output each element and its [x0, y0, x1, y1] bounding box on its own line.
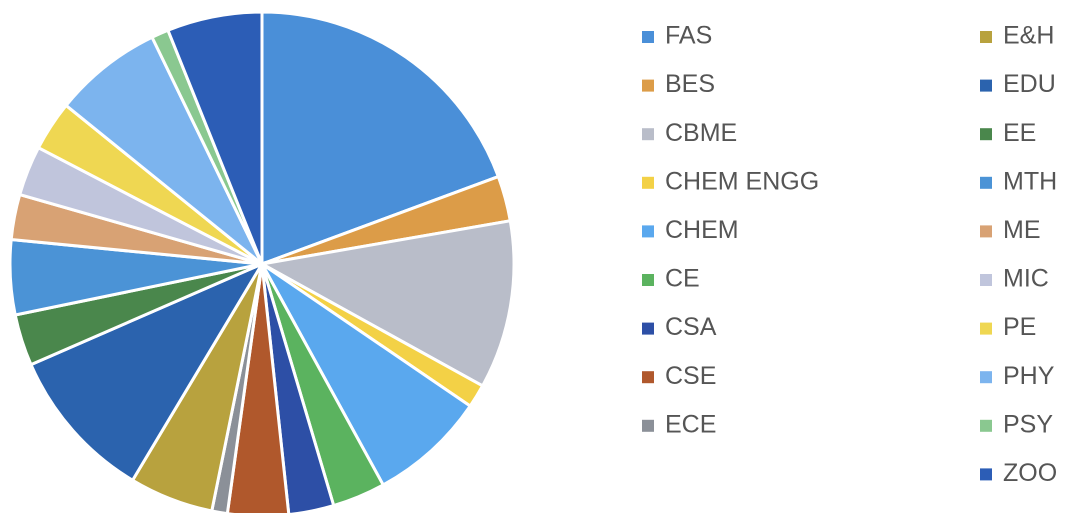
legend-label: PHY	[1003, 362, 1055, 390]
legend-swatch	[642, 31, 654, 43]
legend-swatch	[980, 79, 992, 92]
legend-swatch	[980, 176, 992, 189]
pie-slice	[260, 262, 473, 487]
legend-swatch	[642, 225, 654, 238]
legend-label: PE	[1003, 313, 1036, 341]
legend-label: CE	[665, 265, 700, 293]
legend-swatch	[980, 128, 992, 141]
legend-label: PSY	[1003, 410, 1053, 438]
legend-swatch	[642, 419, 654, 432]
legend-label: FAS	[665, 22, 712, 50]
legend-label: E&H	[1003, 22, 1054, 50]
legend-swatch	[642, 128, 654, 141]
legend-label: CSA	[665, 313, 717, 341]
legend-swatch	[642, 79, 654, 92]
legend-swatch	[980, 371, 992, 384]
legend-label: CBME	[665, 119, 737, 147]
pie-slice	[260, 10, 501, 267]
legend-label: CHEM ENGG	[665, 167, 819, 195]
legend-swatch	[980, 31, 992, 43]
legend-label: ME	[1003, 216, 1041, 244]
pie-slice	[63, 35, 264, 266]
pie-slice	[257, 219, 516, 388]
legend-swatch	[980, 322, 992, 335]
legend-swatch	[642, 371, 654, 384]
pie-slice	[260, 263, 336, 513]
legend-swatch	[980, 225, 992, 238]
legend-swatch	[642, 322, 654, 335]
pie-slice	[225, 263, 291, 513]
legend-swatch	[980, 419, 992, 432]
legend-label: BES	[665, 70, 715, 98]
pie-slice	[28, 260, 266, 483]
legend-label: ECE	[665, 410, 716, 438]
legend-label: EDU	[1003, 70, 1056, 98]
legend-swatch	[980, 274, 992, 286]
pie-slice	[165, 10, 264, 265]
legend-label: MTH	[1003, 167, 1057, 195]
legend-label: MIC	[1003, 265, 1049, 293]
legend-swatch	[980, 468, 992, 481]
legend-label: CHEM	[665, 216, 739, 244]
legend-label: EE	[1003, 119, 1036, 147]
legend-swatch	[642, 274, 654, 286]
legend-label: ZOO	[1003, 459, 1057, 487]
legend-swatch	[642, 176, 654, 189]
legend-label: CSE	[665, 362, 716, 390]
